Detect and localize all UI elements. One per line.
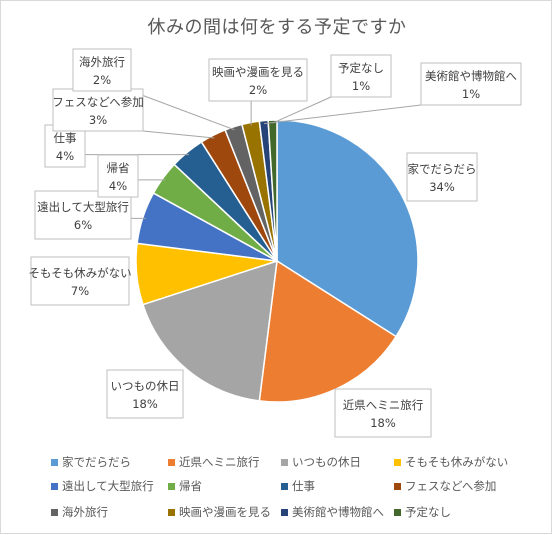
data-label-10: 映画や漫画を見る 2% bbox=[208, 58, 308, 102]
data-label-box bbox=[52, 88, 144, 132]
data-label-value: 4% bbox=[56, 149, 74, 163]
data-label-value: 34% bbox=[429, 180, 455, 194]
data-label-category: 映画や漫画を見る bbox=[212, 65, 304, 79]
data-label-value: 2% bbox=[249, 83, 267, 97]
data-label-9: 海外旅行 2% bbox=[72, 48, 132, 92]
data-label-11: 美術館や博物館へ 1% bbox=[420, 62, 522, 106]
legend-label: 予定なし bbox=[405, 505, 451, 519]
legend-item-2: 近県へミニ旅行 bbox=[168, 455, 260, 469]
legend-label: フェスなどへ参加 bbox=[405, 479, 496, 493]
data-label-value: 1% bbox=[352, 79, 370, 93]
data-label-value: 18% bbox=[132, 397, 158, 411]
data-label-category: 美術館や博物館へ bbox=[425, 69, 517, 83]
legend-item-4: そもそも休みがない bbox=[394, 455, 508, 469]
legend-label: 映画や漫画を見る bbox=[179, 505, 271, 519]
slice-12 bbox=[267, 119, 278, 262]
legend-label: 家でだらだら bbox=[62, 455, 131, 469]
slice-1 bbox=[276, 119, 419, 338]
data-label-box bbox=[34, 190, 132, 240]
data-label-12: 予定なし 1% bbox=[330, 54, 392, 98]
legend-swatch bbox=[51, 509, 58, 516]
legend-label: そもそも休みがない bbox=[405, 455, 508, 469]
data-label-box bbox=[406, 152, 478, 202]
data-label-category: フェスなどへ参加 bbox=[52, 95, 143, 109]
legend-label: 近県へミニ旅行 bbox=[179, 455, 260, 469]
data-label-value: 1% bbox=[462, 87, 480, 101]
data-label-box bbox=[106, 369, 184, 419]
legend-item-9: 海外旅行 bbox=[51, 505, 108, 519]
legend-label: 仕事 bbox=[292, 479, 315, 493]
data-label-box bbox=[334, 388, 432, 438]
legend-item-12: 予定なし bbox=[394, 505, 451, 519]
legend-swatch bbox=[281, 509, 288, 516]
data-label-4: そもそも休みがない 7% bbox=[28, 256, 132, 306]
data-label-1: 家でだらだら 34% bbox=[406, 152, 478, 202]
legend-label: 美術館や博物館へ bbox=[292, 505, 384, 519]
legend-item-7: 仕事 bbox=[281, 479, 315, 493]
data-label-box bbox=[330, 54, 392, 98]
legend-label: 帰省 bbox=[179, 479, 202, 493]
leader-line bbox=[263, 104, 422, 125]
data-label-category: 予定なし bbox=[338, 61, 384, 75]
data-label-5: 遠出して大型旅行 6% bbox=[34, 190, 132, 240]
data-label-value: 6% bbox=[74, 218, 92, 232]
data-label-value: 18% bbox=[370, 416, 396, 430]
legend-swatch bbox=[168, 483, 175, 490]
data-label-box bbox=[72, 48, 132, 92]
legend-swatch bbox=[51, 483, 58, 490]
legend-swatch bbox=[281, 459, 288, 466]
legend-item-5: 遠出して大型旅行 bbox=[51, 479, 154, 493]
data-label-category: 家でだらだら bbox=[408, 162, 477, 176]
legend-item-3: いつもの休日 bbox=[281, 455, 361, 469]
legend-swatch bbox=[394, 483, 401, 490]
data-label-box bbox=[30, 256, 130, 306]
legend-item-11: 美術館や博物館へ bbox=[281, 505, 384, 519]
legend-item-1: 家でだらだら bbox=[51, 455, 131, 469]
legend-swatch bbox=[168, 459, 175, 466]
leader-line bbox=[142, 130, 215, 139]
data-label-3: いつもの休日 18% bbox=[106, 369, 184, 419]
data-label-value: 7% bbox=[71, 284, 89, 298]
legend-swatch bbox=[168, 509, 175, 516]
leader-line bbox=[130, 90, 235, 131]
legend-label: 海外旅行 bbox=[62, 505, 108, 519]
data-label-category: 海外旅行 bbox=[79, 55, 125, 69]
legend-swatch bbox=[51, 459, 58, 466]
data-label-7: 仕事 4% bbox=[44, 124, 86, 168]
data-label-box bbox=[97, 154, 139, 198]
data-label-category: 帰省 bbox=[107, 161, 130, 175]
data-label-value: 4% bbox=[109, 179, 127, 193]
legend-swatch bbox=[281, 483, 288, 490]
data-label-value: 3% bbox=[89, 113, 107, 127]
slice-3 bbox=[141, 259, 278, 402]
leader-line bbox=[272, 96, 332, 124]
data-label-category: 近県へミニ旅行 bbox=[343, 398, 424, 412]
legend-item-10: 映画や漫画を見る bbox=[168, 505, 271, 519]
legend-item-6: 帰省 bbox=[168, 479, 202, 493]
data-label-box bbox=[44, 124, 86, 168]
data-label-box bbox=[208, 58, 308, 102]
data-label-category: そもそも休みがない bbox=[28, 266, 131, 280]
data-label-box bbox=[420, 62, 522, 106]
data-label-category: 仕事 bbox=[54, 131, 77, 145]
data-label-6: 帰省 4% bbox=[97, 154, 139, 198]
data-label-8: フェスなどへ参加 3% bbox=[52, 88, 144, 132]
data-label-category: いつもの休日 bbox=[111, 379, 180, 393]
chart-title: 休みの間は何をする予定ですか bbox=[147, 17, 407, 38]
legend-swatch bbox=[394, 459, 401, 466]
data-label-2: 近県へミニ旅行 18% bbox=[334, 388, 432, 438]
legend-label: 遠出して大型旅行 bbox=[62, 479, 154, 493]
data-label-category: 遠出して大型旅行 bbox=[37, 200, 129, 214]
data-label-value: 2% bbox=[93, 73, 111, 87]
legend-label: いつもの休日 bbox=[292, 455, 361, 469]
legend-item-8: フェスなどへ参加 bbox=[394, 479, 496, 493]
legend-swatch bbox=[394, 509, 401, 516]
